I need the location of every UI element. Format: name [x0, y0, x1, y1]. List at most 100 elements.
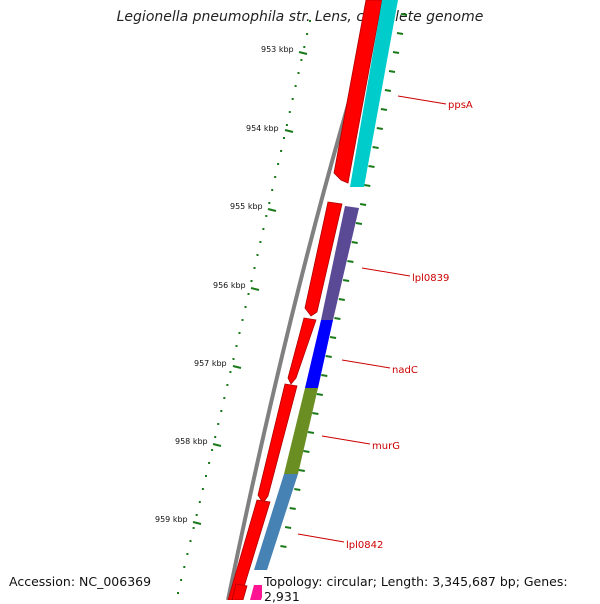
minor-tick-dot [256, 254, 259, 256]
outer-dash [384, 89, 392, 92]
minor-tick-dot [232, 358, 235, 360]
minor-tick-dot [244, 306, 247, 308]
minor-tick-dot [280, 150, 283, 152]
minor-tick-dot [235, 345, 238, 347]
minor-tick-dot [262, 228, 265, 230]
major-tick [267, 208, 277, 212]
forward-gene-block [231, 583, 248, 600]
major-tick [232, 365, 242, 369]
minor-tick-dot [201, 488, 204, 490]
lpl0839-feature [321, 206, 359, 320]
outer-dash [380, 108, 388, 111]
minor-tick-dot [198, 501, 201, 503]
outer-dash [334, 317, 341, 320]
minor-tick-dot [220, 410, 223, 412]
outer-dash [280, 545, 287, 548]
major-tick [284, 129, 294, 133]
minor-tick-dot [294, 85, 297, 87]
major-tick [212, 443, 222, 447]
outer-dash [316, 393, 323, 396]
gene-label-nadC: nadC [392, 365, 418, 376]
lpl0842-feature [254, 474, 298, 570]
ppsA-feature [350, 0, 398, 187]
minor-tick-dot [238, 332, 241, 334]
outer-dash [298, 469, 305, 472]
outer-dash [359, 203, 367, 206]
outer-dash [289, 507, 296, 510]
major-ticks: 953 kbp 954 kbp 955 kbp 956 kbp 957 kbp … [155, 45, 308, 525]
minor-tick-dot [195, 514, 198, 516]
outer-dash [307, 431, 315, 434]
outer-dash [303, 450, 310, 453]
major-tick [192, 521, 202, 525]
outer-dash [376, 127, 383, 130]
accession-text: Accession: NC_006369 [9, 574, 152, 589]
minor-tick-dot [189, 540, 192, 542]
minor-tick-dot [247, 293, 250, 295]
minor-tick-dot [217, 423, 220, 425]
outer-dash [351, 241, 358, 244]
minor-tick-dots [177, 20, 311, 594]
minor-tick-dot [177, 592, 179, 594]
major-tick [250, 287, 260, 291]
minor-tick-dot [288, 111, 291, 113]
nadC-leader [341, 359, 391, 369]
minor-tick-dot [297, 72, 300, 74]
outer-dash [392, 51, 400, 54]
gene-label-ppsA: ppsA [448, 100, 473, 111]
minor-tick-dot [208, 462, 211, 464]
minor-tick-dot [253, 267, 256, 269]
minor-tick-dot [271, 189, 274, 191]
outer-dash [325, 355, 332, 358]
minor-tick-dot [186, 553, 189, 555]
tick-label: 957 kbp [194, 359, 227, 368]
outer-dash [388, 70, 396, 73]
gene-label-lpl0842: lpl0842 [346, 540, 383, 551]
forward-gene-block [287, 317, 317, 385]
outer-dash [338, 298, 345, 301]
labeled-features [250, 0, 398, 600]
murG-feature [284, 388, 318, 474]
minor-tick-dot [192, 527, 195, 529]
minor-tick-dot [283, 137, 285, 139]
minor-tick-dot [306, 33, 309, 35]
minor-tick-dot [277, 163, 280, 165]
outer-feature-dashes [280, 13, 408, 548]
minor-tick-dot [300, 59, 303, 61]
murG-leader [321, 435, 371, 445]
outer-dash [294, 488, 301, 491]
minor-tick-dot [291, 98, 294, 100]
minor-tick-dot [309, 20, 311, 22]
minor-tick-dot [241, 319, 244, 321]
gene-labels: ppsA lpl0839 nadC murG lpl0842 [297, 95, 473, 551]
gene-label-lpl0839: lpl0839 [412, 273, 449, 284]
lpl0839-leader [361, 267, 411, 277]
outer-dash [312, 412, 319, 415]
minor-tick-dot [223, 397, 226, 399]
minor-tick-dot [250, 280, 253, 282]
minor-tick-dot [183, 566, 186, 568]
minor-tick-dot [180, 579, 183, 581]
major-tick [298, 51, 308, 55]
topology-summary: Topology: circular; Length: 3,345,687 bp… [262, 574, 600, 604]
outer-dash [342, 279, 350, 282]
minor-tick-dot [229, 371, 232, 373]
gene-label-murG: murG [372, 441, 400, 452]
outer-dash [321, 374, 328, 377]
forward-strand-genes [227, 0, 383, 600]
forward-gene-block [227, 499, 271, 600]
outer-dash [329, 336, 337, 339]
minor-tick-dot [214, 436, 217, 438]
outer-dash [284, 526, 292, 529]
minor-tick-dot [285, 124, 288, 126]
minor-tick-dot [265, 215, 268, 217]
tick-label: 958 kbp [175, 437, 208, 446]
forward-gene-block [304, 201, 343, 317]
minor-tick-dot [268, 202, 271, 204]
outer-dash [400, 13, 408, 16]
tick-label: 955 kbp [230, 202, 263, 211]
outer-dash [372, 146, 379, 149]
minor-tick-dot [211, 449, 214, 451]
minor-tick-dot [303, 46, 306, 48]
